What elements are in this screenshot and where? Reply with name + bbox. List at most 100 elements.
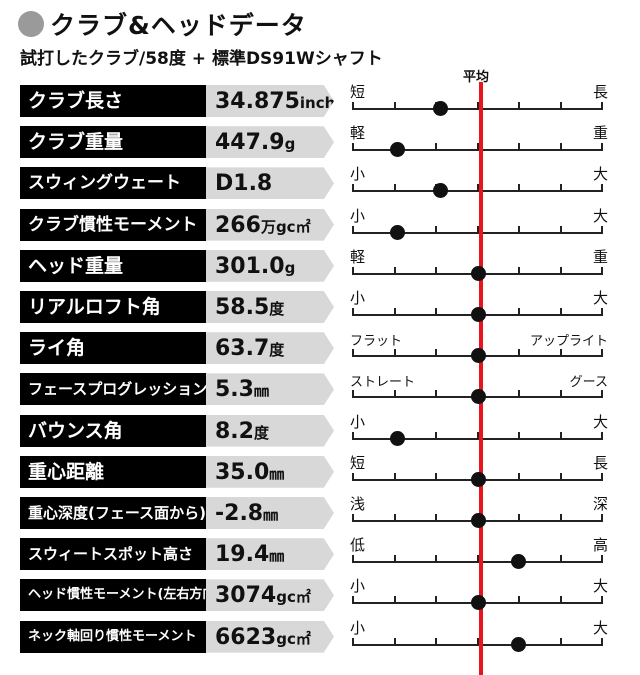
row-value: -2.8㎜ (215, 497, 278, 529)
scale-tick (435, 308, 437, 316)
scale-tick (518, 514, 520, 522)
scale-tick (559, 431, 562, 440)
table-row: 重心深度(フェース面から) -2.8㎜ 浅 深 (0, 494, 640, 531)
rating-marker (470, 595, 486, 611)
rating-marker (470, 307, 486, 322)
scale-right-label: 長 (592, 83, 608, 101)
scale-tick (435, 514, 437, 522)
header: クラブ&ヘッドデータ (18, 6, 307, 42)
scale-tick (435, 555, 437, 564)
scale-tick (601, 514, 603, 522)
row-label: ヘッド慣性モーメント(左右方向) (28, 587, 222, 603)
rating-marker (470, 471, 486, 487)
scale-tick (601, 184, 603, 193)
rating-scale (352, 389, 603, 405)
scale-tick (435, 637, 437, 646)
scale-tick (559, 390, 562, 399)
row-label-box: スウィングウェート (20, 167, 206, 200)
scale-tick (435, 266, 437, 275)
row-label: クラブ長さ (28, 90, 124, 112)
scale-left-label: 短 (350, 453, 366, 472)
scale-tick (435, 390, 437, 399)
row-label-box: 重心深度(フェース面から) (20, 497, 206, 529)
rating-scale (352, 471, 603, 487)
row-value-unit: 度 (253, 423, 269, 442)
table-row: ヘッド重量 301.0g 軽 重 (0, 247, 640, 284)
table-row: クラブ慣性モーメント 266万gc㎡ 小 大 (0, 206, 640, 243)
scale-tick (352, 555, 354, 564)
scale-tick (559, 637, 562, 646)
row-value-box: 19.4㎜ (206, 538, 334, 571)
scale-tick (393, 266, 396, 275)
scale-tick (352, 225, 354, 234)
scale-tick (393, 349, 396, 358)
scale-left-label: 短 (350, 83, 366, 101)
row-label: フェースプログレッション (28, 380, 208, 399)
table-row: スウィングウェート D1.8 小 大 (0, 164, 640, 201)
row-label: バウンス角 (28, 419, 123, 442)
rating-marker (510, 636, 526, 652)
rating-marker (510, 554, 526, 570)
scale-tick (559, 514, 562, 522)
scale-tick (476, 431, 479, 440)
scale-tick (559, 225, 562, 234)
row-value-box: 447.9g (206, 126, 334, 159)
rating-scale (352, 554, 603, 570)
scale-tick (352, 184, 354, 193)
row-value-number: 63.7 (215, 336, 270, 362)
scale-left-label: 小 (350, 618, 366, 637)
row-value-unit: g (284, 135, 296, 154)
row-value: 447.9g (215, 126, 295, 158)
scale-tick (518, 349, 520, 358)
rating-marker (390, 224, 406, 240)
scale-tick (352, 514, 354, 522)
rating-scale (352, 513, 603, 528)
row-label-box: クラブ重量 (20, 126, 206, 159)
average-line (479, 82, 483, 675)
row-value-unit: ㎜ (263, 506, 279, 524)
scale-left-label: 軽 (350, 124, 366, 143)
scale-right-label: 深 (592, 495, 608, 513)
table-row: バウンス角 8.2度 小 大 (0, 412, 640, 449)
row-label-box: クラブ長さ (20, 85, 206, 117)
rating-scale (352, 595, 603, 611)
scale-tick (352, 349, 354, 358)
subtitle: 試打したクラブ/58度 + 標準DS91Wシャフト (20, 49, 383, 69)
average-label: 平均 (463, 70, 490, 85)
scale-tick (352, 143, 354, 152)
rating-marker (390, 142, 406, 158)
scale-tick (601, 143, 603, 152)
scale-tick (476, 102, 479, 110)
scale-tick (435, 431, 437, 440)
scale-tick (518, 266, 520, 275)
row-label: スウィートスポット高さ (28, 545, 194, 564)
rating-scale (352, 348, 603, 364)
rating-scale (352, 224, 603, 240)
scale-tick (352, 431, 354, 440)
scale-tick (601, 472, 603, 481)
row-value: 58.5度 (215, 291, 284, 323)
row-value: 3074gc㎡ (215, 579, 311, 611)
scale-tick (518, 143, 520, 152)
scale-right-label: 大 (592, 289, 608, 307)
scale-tick (601, 390, 603, 399)
row-value: 301.0g (215, 250, 295, 282)
rating-scale (352, 101, 603, 116)
row-label-box: リアルロフト角 (20, 291, 206, 323)
row-value-unit: ㎜ (269, 547, 285, 566)
row-value-number: 5.3 (215, 377, 254, 403)
scale-tick (393, 555, 396, 564)
scale-tick (559, 308, 562, 316)
scale-right-label: アップライト (529, 334, 608, 350)
row-label: 重心深度(フェース面から) (28, 504, 206, 522)
scale-tick (393, 472, 396, 481)
row-label: クラブ重量 (28, 131, 124, 154)
scale-right-label: 大 (592, 577, 608, 596)
scale-left-label: 軽 (350, 247, 366, 266)
scale-tick (476, 225, 479, 234)
scale-tick (518, 308, 520, 316)
row-value-number: 34.875 (215, 89, 300, 114)
scale-tick (393, 637, 396, 646)
scale-left-label: 低 (350, 536, 366, 555)
table-row: リアルロフト角 58.5度 小 大 (0, 288, 640, 325)
